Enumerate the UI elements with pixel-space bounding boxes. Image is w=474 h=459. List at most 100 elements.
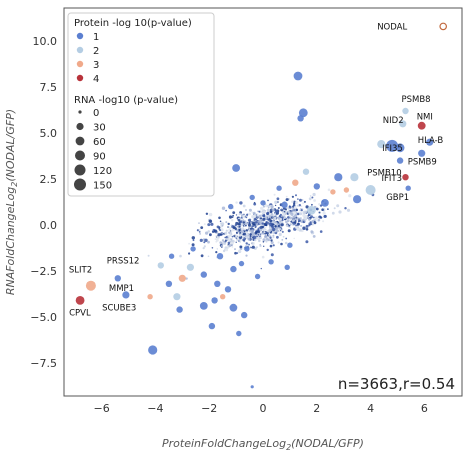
cloud-point [262,238,266,242]
cloud-point [288,205,292,209]
cloud-point [192,239,195,242]
data-points [75,22,448,389]
cloud-point [235,231,238,234]
cloud-point [270,253,274,257]
y-axis-title: RNAFoldChangeLog2(NODAL/GFP) [4,109,19,295]
cloud-point [269,214,272,216]
cloud-point [289,223,292,226]
cloud-point [261,222,264,225]
cloud-point [251,232,255,236]
cloud-point [261,228,264,230]
cloud-point [200,254,204,258]
cloud-point [224,231,228,235]
cloud-point [296,212,300,216]
cloud-point [297,198,299,200]
cloud-point [289,216,292,220]
cloud-point [266,208,270,212]
cloud-point [322,211,326,215]
point-psmb10 [396,157,404,164]
cloud-point [248,212,252,216]
gene-label-ifi35: IFI35 [382,144,403,154]
cloud-point [348,194,352,198]
cloud-point [253,214,257,218]
cloud-point [319,216,323,219]
cloud-point [255,230,258,234]
cloud-point [295,212,298,214]
cloud-point [266,211,270,215]
cloud-point [272,227,276,232]
cloud-point [242,215,246,219]
cloud-point [245,235,248,237]
cloud-point [248,218,251,222]
cloud-point [268,216,271,219]
cloud-point [261,216,263,218]
cloud-point [199,238,203,242]
legend-size-label: 0 [93,108,99,119]
y-tick-label: 10.0 [33,35,58,48]
cloud-point [231,219,234,222]
cloud-point [261,232,264,234]
gene-label-scube3: SCUBE3 [102,304,136,314]
cloud-point [238,225,241,228]
cloud-point [277,207,280,209]
cloud-point [179,254,182,258]
cloud-point [338,210,342,214]
cloud-point [303,216,307,220]
cloud-point [294,225,298,229]
cloud-point [296,222,300,226]
cloud-point [231,236,234,239]
cloud-point [217,233,221,237]
gene-label-ifit3: IFIT3 [382,174,403,184]
legend-color-swatch [76,74,84,82]
cloud-point [259,222,262,225]
cloud-point [270,205,274,209]
x-axis-ticks: −6 −4 −2 0 2 4 6 [93,402,427,415]
legend-size-swatch [75,150,85,161]
y-axis-ticks: −7.5 −5.0 −2.5 0.0 2.5 5.0 7.5 10.0 [30,35,57,370]
cloud-point [274,209,279,213]
cloud-point [284,241,288,245]
data-point [260,200,266,206]
cloud-point [229,227,232,229]
cloud-point [277,241,280,244]
cloud-point [293,206,297,210]
cloud-point [262,241,265,243]
cloud-point [274,221,277,224]
cloud-point [222,249,226,253]
cloud-point [236,228,240,232]
cloud-point [288,209,290,211]
cloud-point [266,248,269,252]
y-tick-label: −5.0 [30,311,57,324]
data-point [250,385,254,389]
cloud-point [271,220,275,224]
point-mmp1 [122,291,130,299]
cloud-point [255,229,257,231]
cloud-point [271,208,275,212]
cloud-point [285,237,288,240]
cloud-point [188,242,191,245]
cloud-point [281,230,284,233]
cloud-point [231,235,234,238]
cloud-point [260,267,262,270]
cloud-point [315,207,319,211]
data-point [284,264,290,270]
cloud-point [250,247,252,249]
cloud-point [291,222,294,224]
cloud-point [215,240,218,243]
cloud-point [234,234,236,236]
cloud-point [281,208,283,210]
cloud-point [214,238,217,241]
cloud-point [246,213,249,216]
cloud-point [198,231,201,233]
cloud-point [305,240,309,244]
cloud-point [303,200,306,203]
legend-box [67,12,215,197]
legend-color-label: 4 [93,74,99,85]
cloud-point [256,236,259,240]
cloud-point [230,230,233,233]
cloud-point [234,224,237,227]
data-point [249,194,255,201]
cloud-point [244,230,246,232]
data-point [276,185,282,191]
data-point [168,253,175,259]
